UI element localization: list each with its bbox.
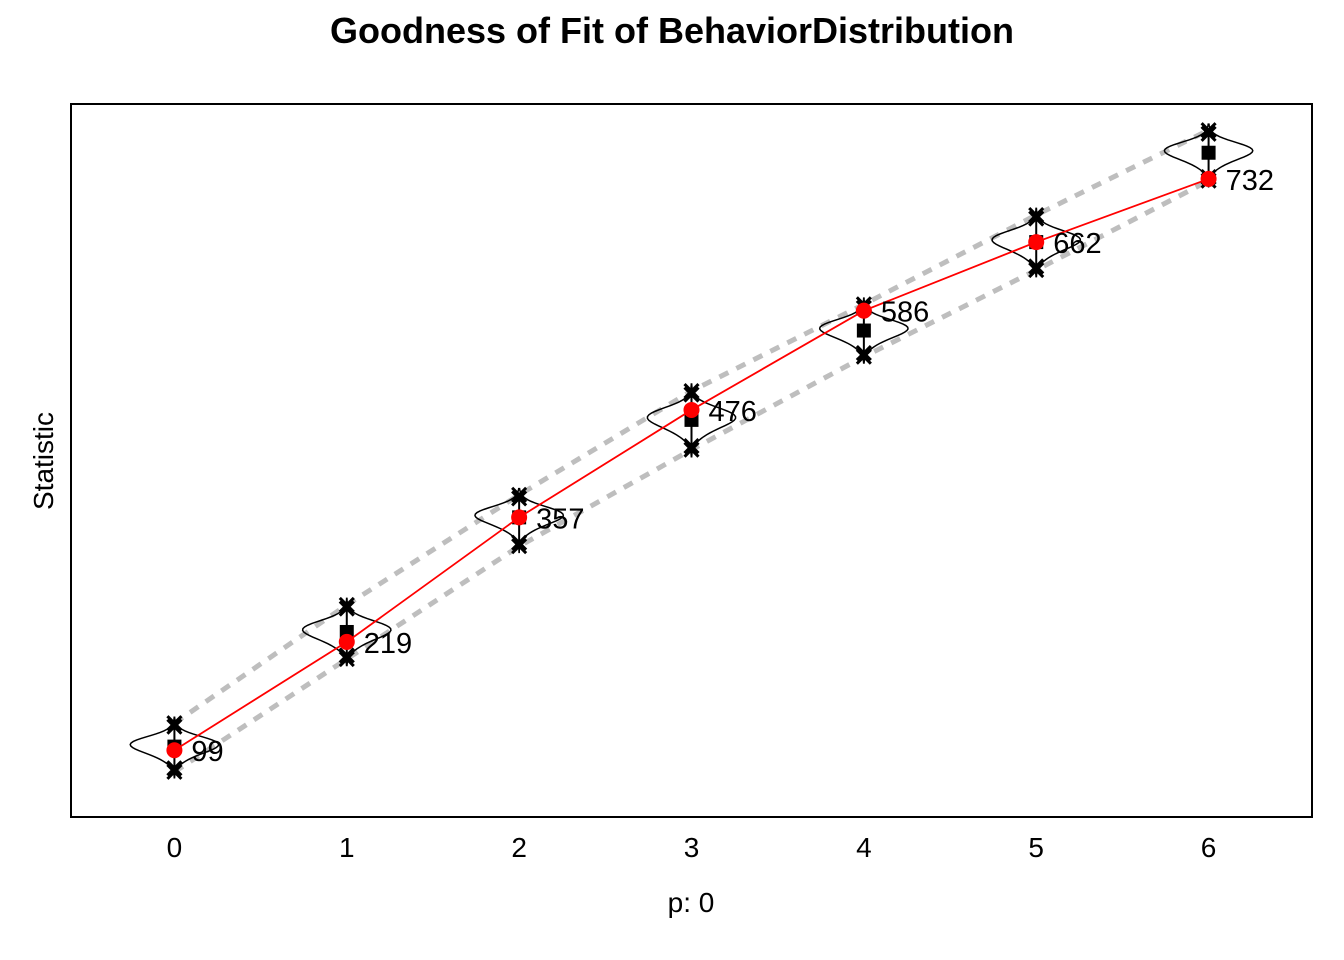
sim-median-marker: [1201, 145, 1216, 160]
sim-extreme-marker: [1028, 262, 1045, 279]
observed-point-3: [683, 401, 700, 418]
sim-extreme-marker: [1028, 210, 1045, 227]
x-tick-label-5: 5: [1028, 832, 1044, 863]
observed-point-2: [511, 509, 528, 526]
sim-extreme-marker: [338, 647, 355, 664]
observed-point-6: [1200, 170, 1217, 187]
sim-extreme-marker: [1200, 122, 1217, 139]
sim-extreme-marker: [511, 534, 528, 551]
data-label-3: 476: [709, 396, 757, 428]
sim-extreme-marker: [338, 650, 355, 668]
plot-frame: [70, 103, 1313, 818]
data-label-6: 732: [1226, 165, 1274, 197]
sim-extreme-marker: [511, 486, 528, 503]
data-label-0: 99: [191, 736, 223, 768]
chart-title: Goodness of Fit of BehaviorDistribution: [330, 10, 1014, 51]
x-tick-label-4: 4: [856, 832, 872, 863]
sim-extreme-marker: [683, 382, 700, 400]
x-tick-label-2: 2: [511, 832, 527, 863]
data-label-2: 357: [536, 503, 584, 535]
band-lower-line: [173, 178, 1210, 774]
observed-point-4: [855, 302, 872, 319]
sim-extreme-marker: [683, 386, 700, 403]
observed-point-5: [1028, 234, 1045, 251]
sim-extreme-marker: [338, 596, 355, 613]
x-tick-label-3: 3: [684, 832, 700, 863]
violin-3: [646, 383, 737, 458]
sim-extreme-marker: [683, 441, 700, 458]
sim-extreme-marker: [511, 490, 528, 507]
sim-extreme-marker: [166, 715, 183, 732]
violin-4: [818, 297, 909, 364]
sim-extreme-marker: [166, 763, 183, 780]
sim-median-marker: [856, 323, 871, 338]
sim-extreme-marker: [338, 600, 355, 617]
x-tick-label-6: 6: [1201, 832, 1217, 863]
sim-extreme-marker: [511, 538, 528, 555]
observed-point-1: [338, 633, 355, 650]
x-tick-label-0: 0: [167, 832, 183, 863]
sim-extreme-marker: [855, 345, 872, 362]
data-label-layer: 99 219 357 476 586 662 732: [191, 165, 1274, 768]
x-axis-ticks: 0 1 2 3 4 5 6: [167, 832, 1217, 863]
y-axis-label: Statistic: [28, 412, 59, 510]
data-label-5: 662: [1053, 228, 1101, 260]
x-axis-label: p: 0: [668, 887, 715, 918]
data-label-4: 586: [881, 297, 929, 329]
violin-2: [474, 487, 565, 554]
simulated-points-layer: [166, 122, 1217, 780]
sim-extreme-marker: [1028, 206, 1045, 224]
sim-extreme-marker: [683, 437, 700, 455]
sim-extreme-marker: [166, 718, 183, 735]
sim-extreme-marker: [1028, 258, 1045, 275]
observed-line: [173, 178, 1209, 751]
observed-layer: [166, 170, 1217, 759]
x-tick-label-1: 1: [339, 832, 355, 863]
violin-0: [129, 716, 220, 779]
observed-point-0: [166, 742, 183, 759]
sim-extreme-marker: [855, 348, 872, 365]
data-label-1: 219: [364, 628, 412, 660]
sim-extreme-marker: [1200, 125, 1217, 142]
sim-extreme-marker: [166, 760, 183, 777]
